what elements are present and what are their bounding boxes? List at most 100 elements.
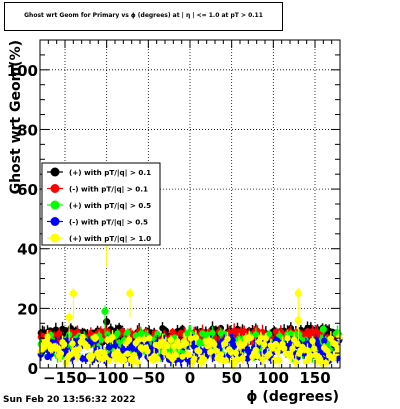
legend-label: (-) with pT/|q| > 0.1 [69, 185, 148, 195]
data-point [207, 348, 215, 355]
data-point [182, 340, 190, 347]
legend-label: (+) with pT/|q| > 1.0 [69, 234, 151, 244]
data-point [195, 348, 203, 355]
data-point [134, 359, 141, 366]
title-box: Ghost wrt Geom for Primary vs ϕ (degrees… [4, 2, 283, 31]
data-point [254, 352, 261, 360]
data-point [335, 334, 343, 341]
data-point [262, 335, 270, 342]
data-point [179, 353, 186, 360]
data-point [302, 358, 310, 365]
data-point [224, 335, 231, 343]
y-tick-label: 80 [17, 121, 38, 139]
data-point [125, 336, 133, 343]
data-point [144, 348, 151, 355]
data-point [75, 345, 83, 353]
data-point [310, 345, 318, 352]
legend-box [41, 162, 161, 246]
data-point [265, 350, 273, 358]
data-point [105, 344, 113, 351]
data-point [190, 355, 198, 363]
x-tick-label: −150 [43, 369, 87, 387]
y-tick-label: 40 [17, 241, 38, 259]
x-tick-label: −50 [132, 369, 165, 387]
data-point [170, 343, 178, 350]
y-tick-label: 0 [28, 360, 38, 378]
data-point [44, 333, 51, 341]
data-point [280, 345, 288, 352]
data-point [97, 336, 105, 344]
data-point [60, 341, 68, 348]
data-point [252, 331, 260, 338]
data-point [177, 342, 185, 349]
data-point [289, 345, 296, 352]
chart-title: Ghost wrt Geom for Primary vs ϕ (degrees… [24, 12, 263, 19]
legend-label: (+) with pT/|q| > 0.1 [69, 168, 151, 178]
data-point [105, 357, 113, 364]
data-point [135, 336, 143, 343]
data-point [294, 289, 302, 298]
data-point [309, 337, 316, 345]
data-point [84, 343, 91, 350]
data-point [114, 330, 121, 337]
data-point [126, 289, 134, 298]
data-point [327, 335, 335, 342]
data-point [294, 316, 302, 324]
data-point [130, 351, 138, 359]
data-point [69, 340, 76, 347]
data-point [89, 352, 96, 360]
data-point [234, 356, 241, 363]
data-point [55, 330, 63, 337]
data-point [185, 351, 193, 358]
data-point [124, 350, 131, 357]
data-point [129, 357, 136, 364]
data-point [294, 340, 301, 348]
x-tick-label: 150 [299, 369, 330, 387]
legend-label: (+) with pT/|q| > 0.5 [69, 201, 151, 211]
data-point [124, 329, 131, 336]
data-point [222, 357, 230, 364]
data-point [209, 329, 216, 337]
data-point [259, 356, 266, 363]
data-point [212, 347, 220, 354]
data-point [257, 334, 265, 341]
data-point [239, 355, 246, 362]
data-point [167, 336, 175, 344]
data-point [79, 333, 86, 341]
data-point [199, 330, 206, 337]
x-tick-label: 50 [221, 369, 242, 387]
data-point [247, 334, 255, 341]
data-point [232, 349, 240, 357]
data-point [109, 334, 116, 341]
data-point [101, 307, 109, 315]
y-axis-label: Ghost wrt Geom(%) [8, 40, 24, 194]
legend: (+) with pT/|q| > 0.1 (-) with pT/|q| > 0… [41, 162, 161, 246]
data-point [140, 336, 148, 343]
y-tick-label: 100 [7, 62, 38, 80]
data-point [252, 346, 260, 354]
y-tick-label: 60 [17, 181, 38, 199]
x-tick-label: 100 [258, 369, 289, 387]
data-point [319, 325, 327, 333]
data-point [154, 355, 161, 363]
data-point [65, 313, 73, 321]
data-point [322, 359, 330, 367]
data-point [287, 353, 295, 360]
data-point [292, 359, 300, 366]
x-tick-label: 0 [185, 369, 195, 387]
data-point [307, 352, 315, 360]
data-point [275, 356, 283, 364]
legend-label: (-) with pT/|q| > 0.5 [69, 218, 148, 228]
data-point [57, 350, 65, 357]
data-point [192, 334, 200, 341]
data-point [120, 356, 128, 364]
data-point [284, 334, 291, 342]
data-point [74, 353, 81, 360]
data-point [164, 342, 171, 350]
data-point [227, 348, 235, 356]
data-point [329, 355, 336, 362]
data-point [334, 344, 341, 351]
data-point [69, 289, 77, 298]
ticks: −150−100 −50 0 50 100 150 0 20 40 60 80 100 [7, 40, 340, 387]
